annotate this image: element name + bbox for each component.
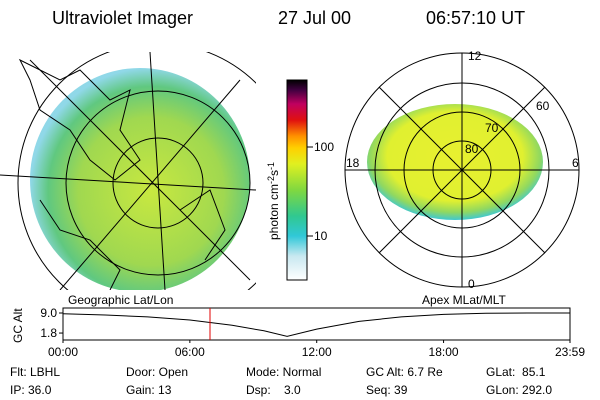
lon-line	[0, 174, 256, 191]
lat-label: 70	[485, 121, 499, 135]
lon-line	[149, 52, 166, 290]
panel-label: Apex MLat/MLT	[422, 293, 506, 307]
info-field: Flt: LBHL	[10, 365, 60, 379]
unit-sup: -1	[266, 162, 276, 170]
footer: Flt: LBHL Door: Open Mode: Normal GC Alt: 6…	[10, 365, 552, 397]
mlt-label: 12	[468, 49, 482, 63]
info-field: IP: 36.0	[10, 383, 52, 397]
info-field: Mode: Normal	[246, 365, 321, 379]
lat-label: 60	[536, 99, 550, 113]
unit-sup: -2	[266, 176, 276, 184]
polar-plot: 12 18 6 0 60 70 80	[344, 49, 580, 291]
info-field: GLon: 292.0	[486, 383, 552, 397]
lon-line	[59, 79, 241, 290]
aurora-image	[30, 68, 250, 290]
lat-circle	[65, 90, 251, 276]
y-tick-label: 1.8	[40, 326, 57, 340]
geo-map	[0, 52, 256, 290]
info-field: GLat: 85.1	[486, 365, 546, 379]
info-field: GC Alt: 6.7 Re	[366, 365, 443, 379]
panel-label: Geographic Lat/Lon	[68, 293, 173, 307]
mlt-label: 18	[346, 156, 360, 170]
timeline-ylabel: GC Alt	[11, 308, 25, 343]
date: 27 Jul 00	[278, 8, 351, 28]
x-tick-label: 18:00	[429, 345, 459, 359]
time: 06:57:10 UT	[426, 8, 525, 28]
info-field: Seq: 39	[366, 383, 408, 397]
mlt-label: 6	[572, 156, 579, 170]
info-field: Dsp: 3.0	[246, 383, 301, 397]
lat-circle	[17, 52, 256, 290]
info-field: Gain: 13	[126, 383, 172, 397]
info-field: Door: Open	[126, 365, 188, 379]
x-tick-label: 06:00	[175, 345, 205, 359]
timeline: 9.0 1.8 00:00 06:00 12:00 18:00 23:59	[40, 306, 585, 359]
x-tick-label: 23:59	[555, 345, 585, 359]
y-tick-label: 9.0	[40, 306, 57, 320]
colorbar-tick-label: 100	[314, 140, 334, 154]
altitude-curve	[62, 312, 570, 337]
title: Ultraviolet Imager	[52, 8, 193, 28]
coastline	[18, 58, 141, 181]
x-tick-label: 00:00	[48, 345, 78, 359]
mlt-label: 0	[468, 277, 475, 291]
aurora-image	[367, 104, 543, 220]
colorbar-tick-label: 10	[314, 229, 328, 243]
lat-circle	[112, 137, 204, 229]
unit-part: s	[267, 170, 281, 176]
colorbar	[286, 79, 308, 281]
x-tick-label: 12:00	[302, 345, 332, 359]
colorbar-unit: photon cm-2s-1	[266, 162, 281, 240]
lat-label: 80	[465, 142, 479, 156]
coastline	[39, 189, 226, 290]
lon-line	[29, 59, 251, 281]
unit-part: photon cm	[267, 184, 281, 240]
mlt-line	[378, 86, 546, 254]
